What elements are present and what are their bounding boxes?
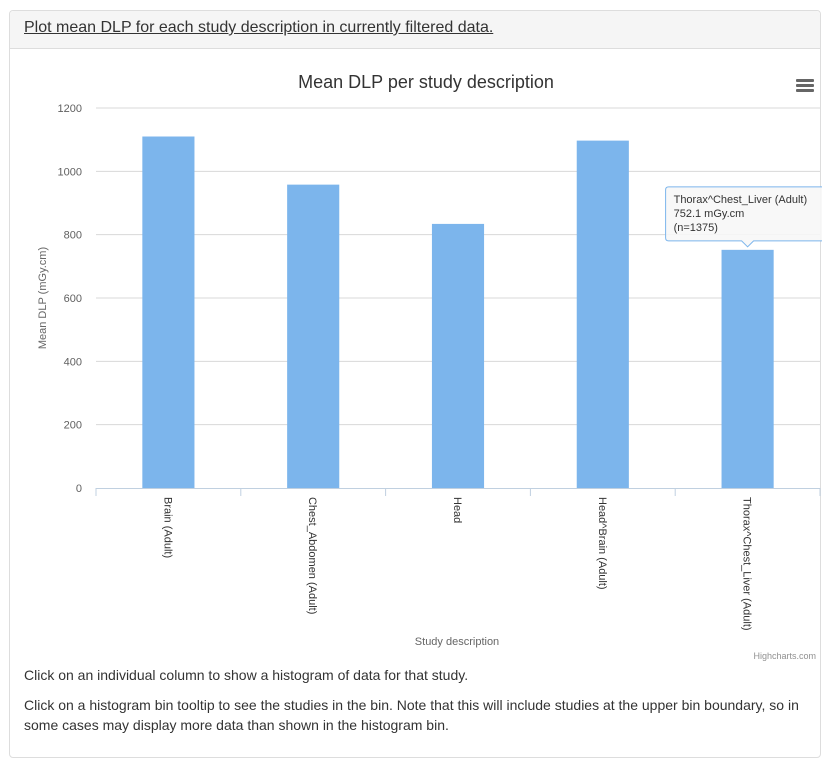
y-tick-label: 600 bbox=[64, 293, 82, 305]
help-text-histogram-click: Click on a histogram bin tooltip to see … bbox=[24, 697, 799, 733]
credits-link[interactable]: Highcharts.com bbox=[753, 651, 816, 661]
mean-dlp-chart: 0 200 400 600 800 1000 1200 Brain (Adult) Chest… bbox=[37, 72, 827, 661]
y-tick-label: 800 bbox=[64, 230, 82, 242]
menu-icon[interactable] bbox=[796, 79, 814, 92]
bar[interactable] bbox=[721, 249, 774, 488]
x-tick-label: Chest_Abdomen (Adult) bbox=[306, 497, 318, 614]
tooltip-value: 752.1 mGy.cm bbox=[674, 208, 745, 220]
panel-heading: Plot mean DLP for each study description… bbox=[10, 11, 820, 49]
x-tick-label: Head bbox=[451, 497, 463, 523]
bar-tooltip: Thorax^Chest_Liver (Adult) 752.1 mGy.cm … bbox=[665, 186, 827, 248]
tooltip-count: (n=1375) bbox=[674, 222, 718, 234]
help-text-column-click: Click on an individual column to show a … bbox=[24, 667, 469, 683]
bar[interactable] bbox=[431, 223, 485, 488]
y-tick-label: 400 bbox=[64, 356, 82, 368]
y-tick-label: 200 bbox=[64, 420, 82, 432]
y-axis-title: Mean DLP (mGy.cm) bbox=[37, 247, 49, 349]
plot-toggle-link[interactable]: Plot mean DLP for each study description… bbox=[24, 19, 494, 36]
x-tick-label: Thorax^Chest_Liver (Adult) bbox=[741, 497, 753, 631]
tooltip-category: Thorax^Chest_Liver (Adult) bbox=[674, 194, 808, 206]
bar[interactable] bbox=[287, 184, 340, 488]
chart-container: 0 200 400 600 800 1000 1200 Brain (Adult) Chest… bbox=[10, 50, 827, 665]
y-tick-label: 0 bbox=[76, 483, 82, 495]
x-tick-label: Head^Brain (Adult) bbox=[596, 497, 608, 590]
y-tick-label: 1200 bbox=[58, 103, 82, 115]
bar[interactable] bbox=[576, 140, 629, 488]
bar[interactable] bbox=[142, 136, 195, 489]
chart-title: Mean DLP per study description bbox=[298, 72, 554, 92]
x-tick-label: Brain (Adult) bbox=[161, 497, 173, 558]
y-tick-label: 1000 bbox=[58, 166, 82, 178]
x-axis-title: Study description bbox=[415, 636, 499, 648]
